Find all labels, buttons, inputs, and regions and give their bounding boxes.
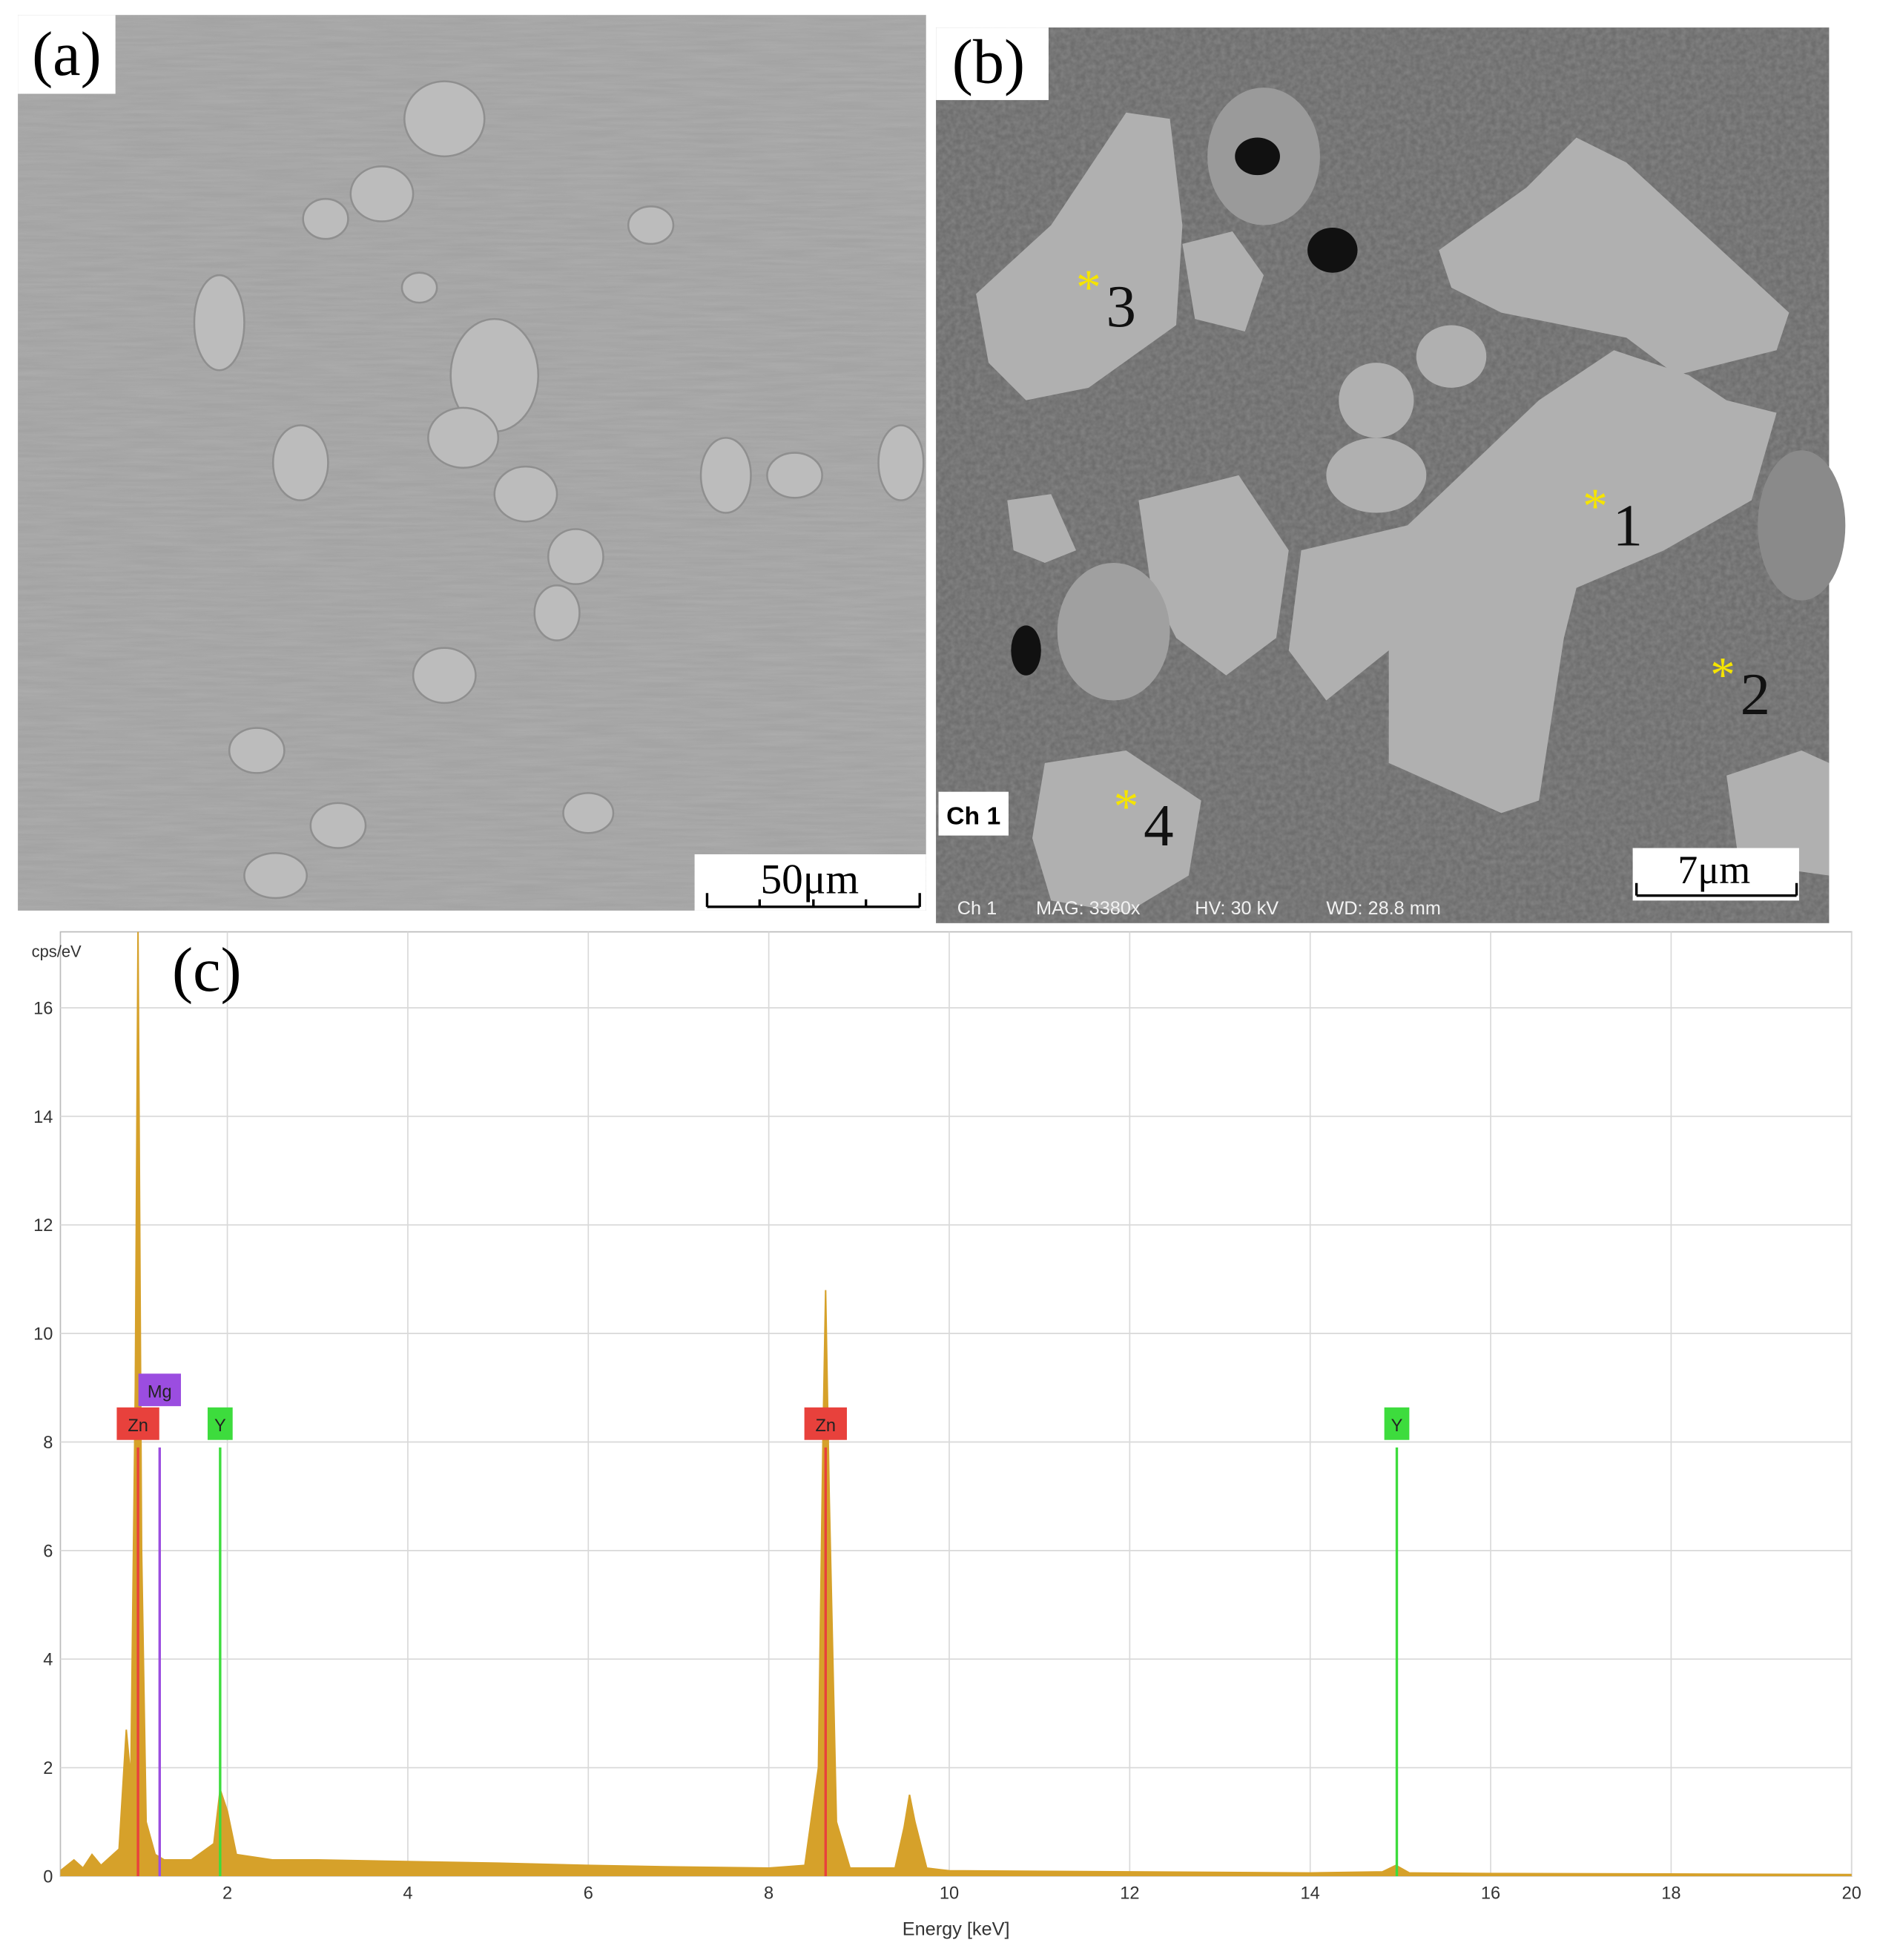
x-tick-label: 18 [1661,1884,1680,1903]
label-box [18,15,116,94]
label-box [936,27,1049,100]
y-tick-label: 12 [33,1216,53,1235]
spectrum-area [60,931,1852,1876]
element-label: Y [1391,1416,1403,1436]
grains [976,88,1846,914]
point-label: 4 [1144,792,1173,859]
panel-b: (b) Ch 1 Ch 1 MAG: 3380x HV: 30 kV WD: 2… [936,27,1846,923]
x-tick-label: 12 [1120,1884,1139,1903]
scale-box [694,854,926,911]
element-label: Y [214,1416,226,1436]
point-label: 2 [1741,661,1770,727]
point-label: 3 [1106,273,1136,340]
element-box [207,1407,233,1440]
scale-box [1632,848,1799,901]
element-label: Zn [128,1416,148,1436]
grains [193,80,925,900]
y-tick-label: 10 [33,1325,53,1344]
channel-label: Ch 1 [946,802,1000,831]
scale-bar-label: 50μm [760,856,859,903]
y-tick-label: 14 [33,1108,53,1127]
x-tick-label: 2 [222,1884,232,1903]
y-axis-label: cps/eV [32,942,82,960]
point-label: 1 [1613,492,1643,558]
pores [1011,137,1358,676]
y-tick-label: 2 [43,1759,53,1778]
info-bar: Ch 1 MAG: 3380x HV: 30 kV WD: 28.8 mm [957,898,1441,919]
point-symbol: * [1710,647,1735,703]
element-box [138,1373,181,1407]
point-symbol: * [1114,779,1139,834]
y-tick-label: 0 [43,1867,53,1887]
info-text: Ch 1 [957,898,997,919]
element-label: Mg [148,1382,172,1402]
y-tick-label: 16 [33,999,53,1018]
plot-area [59,931,1853,1877]
scale-bar [705,893,921,908]
y-tick-label: 6 [43,1542,53,1561]
info-text: HV: 30 kV [1195,898,1279,919]
x-tick-label: 20 [1842,1884,1861,1903]
x-axis-label: Energy [keV] [903,1918,1010,1939]
x-tick-label: 10 [940,1884,959,1903]
element-box [1384,1407,1410,1440]
x-tick-label: 4 [403,1884,412,1903]
spectrum-chart: 0 2 4 6 8 10 12 14 16 2 4 6 8 10 12 14 16 18 20 cps/eV Energ… [32,931,1861,1939]
info-text: WD: 28.8 mm [1326,898,1441,919]
panel-a: (a) 50μm [18,15,926,911]
panel-label: (a) [32,20,102,89]
panel-label: (b) [952,27,1025,96]
channel-box [938,791,1009,836]
scale-bar [1634,882,1798,897]
x-tick-label: 8 [764,1884,773,1903]
point-symbol: * [1076,260,1101,315]
scale-bar-label: 7μm [1678,848,1750,892]
x-tick-label: 6 [584,1884,593,1903]
y-tick-label: 8 [43,1433,53,1453]
element-box [804,1407,847,1440]
element-label: Zn [816,1416,837,1436]
x-tick-label: 14 [1301,1884,1320,1903]
point-symbol: * [1583,478,1608,534]
y-tick-label: 4 [43,1651,53,1670]
element-box [116,1407,159,1440]
panel-label: (c) [172,936,242,1005]
info-text: MAG: 3380x [1036,898,1141,919]
x-tick-label: 16 [1481,1884,1500,1903]
